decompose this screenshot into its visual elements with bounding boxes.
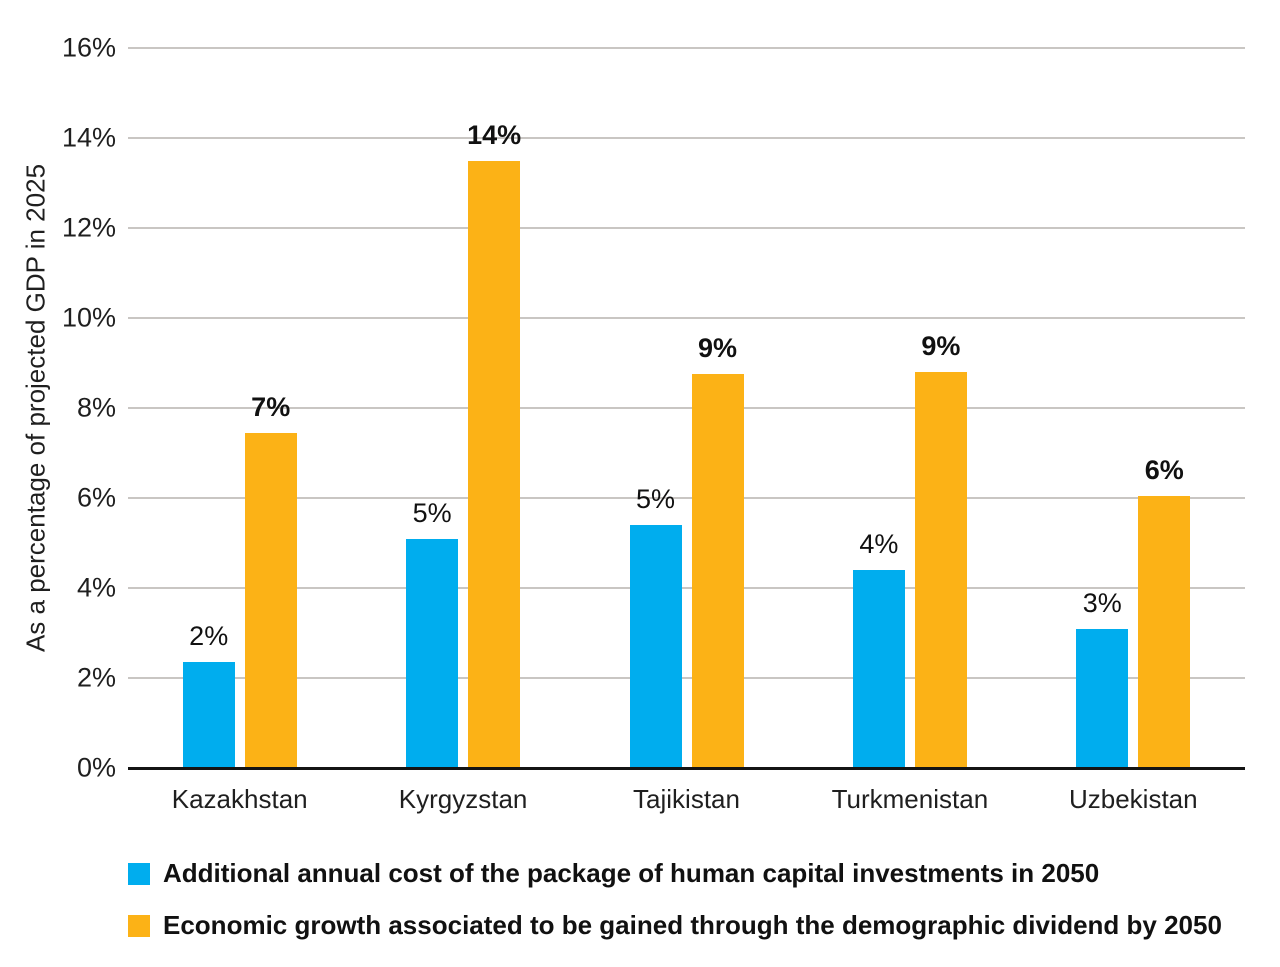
y-tick-label-16%: 16% — [61, 32, 116, 63]
y-tick-label-4%: 4% — [76, 572, 116, 603]
bar-value-label-cost-turkmenistan: 4% — [859, 529, 899, 559]
bar-value-label-cost-tajikistan: 5% — [635, 484, 676, 514]
bar-cost-kyrgyzstan — [406, 538, 459, 768]
y-tick-label-6%: 6% — [76, 482, 116, 513]
legend-swatch-cost — [128, 862, 150, 885]
gridline-16% — [128, 47, 1245, 49]
bar-growth-uzbekistan — [1138, 495, 1191, 768]
gridline-4% — [128, 587, 1245, 589]
y-tick-label-12%: 12% — [61, 212, 116, 243]
gridline-12% — [128, 227, 1245, 229]
y-tick-label-10%: 10% — [61, 302, 116, 333]
y-tick-label-8%: 8% — [76, 392, 116, 423]
bar-value-label-growth-turkmenistan: 9% — [921, 331, 961, 361]
x-category-label-turkmenistan: Turkmenistan — [831, 784, 989, 814]
x-axis-line — [128, 767, 1245, 770]
y-axis-labels: 0% 2% 4% 6% 8% 10% 12% 14% 16% — [0, 33, 116, 783]
bar-growth-tajikistan — [691, 374, 744, 768]
gridline-14% — [128, 137, 1245, 139]
x-category-label-tajikistan: Tajikistan — [633, 784, 740, 814]
x-category-label-kyrgyzstan: Kyrgyzstan — [398, 784, 528, 814]
x-category-label-kazakhstan: Kazakhstan — [171, 784, 308, 814]
x-category-label-uzbekistan: Uzbekistan — [1068, 784, 1198, 814]
legend-item-cost: Additional annual cost of the package of… — [128, 858, 1222, 889]
plot-area: 2% 7% 5% 14% 5% 9% 4% 9% 3% 6% — [128, 47, 1245, 770]
y-tick-label-0%: 0% — [76, 752, 116, 783]
x-axis-labels: Kazakhstan Kyrgyzstan Tajikistan Turkmenist… — [128, 784, 1245, 818]
legend-swatch-growth — [128, 914, 150, 937]
legend: Additional annual cost of the package of… — [128, 858, 1222, 941]
bar-value-label-growth-kazakhstan: 7% — [251, 391, 291, 422]
bar-value-label-growth-kyrgyzstan: 14% — [467, 119, 522, 150]
gridline-6% — [128, 497, 1245, 499]
bar-value-label-cost-kyrgyzstan: 5% — [412, 497, 452, 528]
bar-cost-uzbekistan — [1076, 628, 1129, 768]
legend-label-cost: Additional annual cost of the package of… — [163, 858, 1100, 888]
bar-cost-turkmenistan — [852, 570, 905, 768]
y-tick-label-14%: 14% — [61, 122, 116, 153]
bar-growth-kyrgyzstan — [468, 160, 521, 768]
y-tick-label-2%: 2% — [76, 662, 116, 693]
legend-item-growth: Economic growth associated to be gained … — [128, 910, 1222, 941]
bar-growth-kazakhstan — [244, 432, 297, 768]
bar-cost-tajikistan — [629, 525, 682, 768]
gridline-10% — [128, 317, 1245, 319]
bar-value-label-growth-tajikistan: 9% — [697, 333, 738, 364]
gridline-8% — [128, 407, 1245, 409]
bar-cost-kazakhstan — [182, 662, 235, 768]
gridline-2% — [128, 677, 1245, 679]
bar-value-label-cost-uzbekistan: 3% — [1082, 587, 1122, 618]
bar-value-label-growth-uzbekistan: 6% — [1144, 454, 1184, 485]
legend-label-growth: Economic growth associated to be gained … — [163, 910, 1222, 940]
bar-value-label-cost-kazakhstan: 2% — [189, 621, 229, 652]
bar-growth-turkmenistan — [914, 372, 967, 768]
